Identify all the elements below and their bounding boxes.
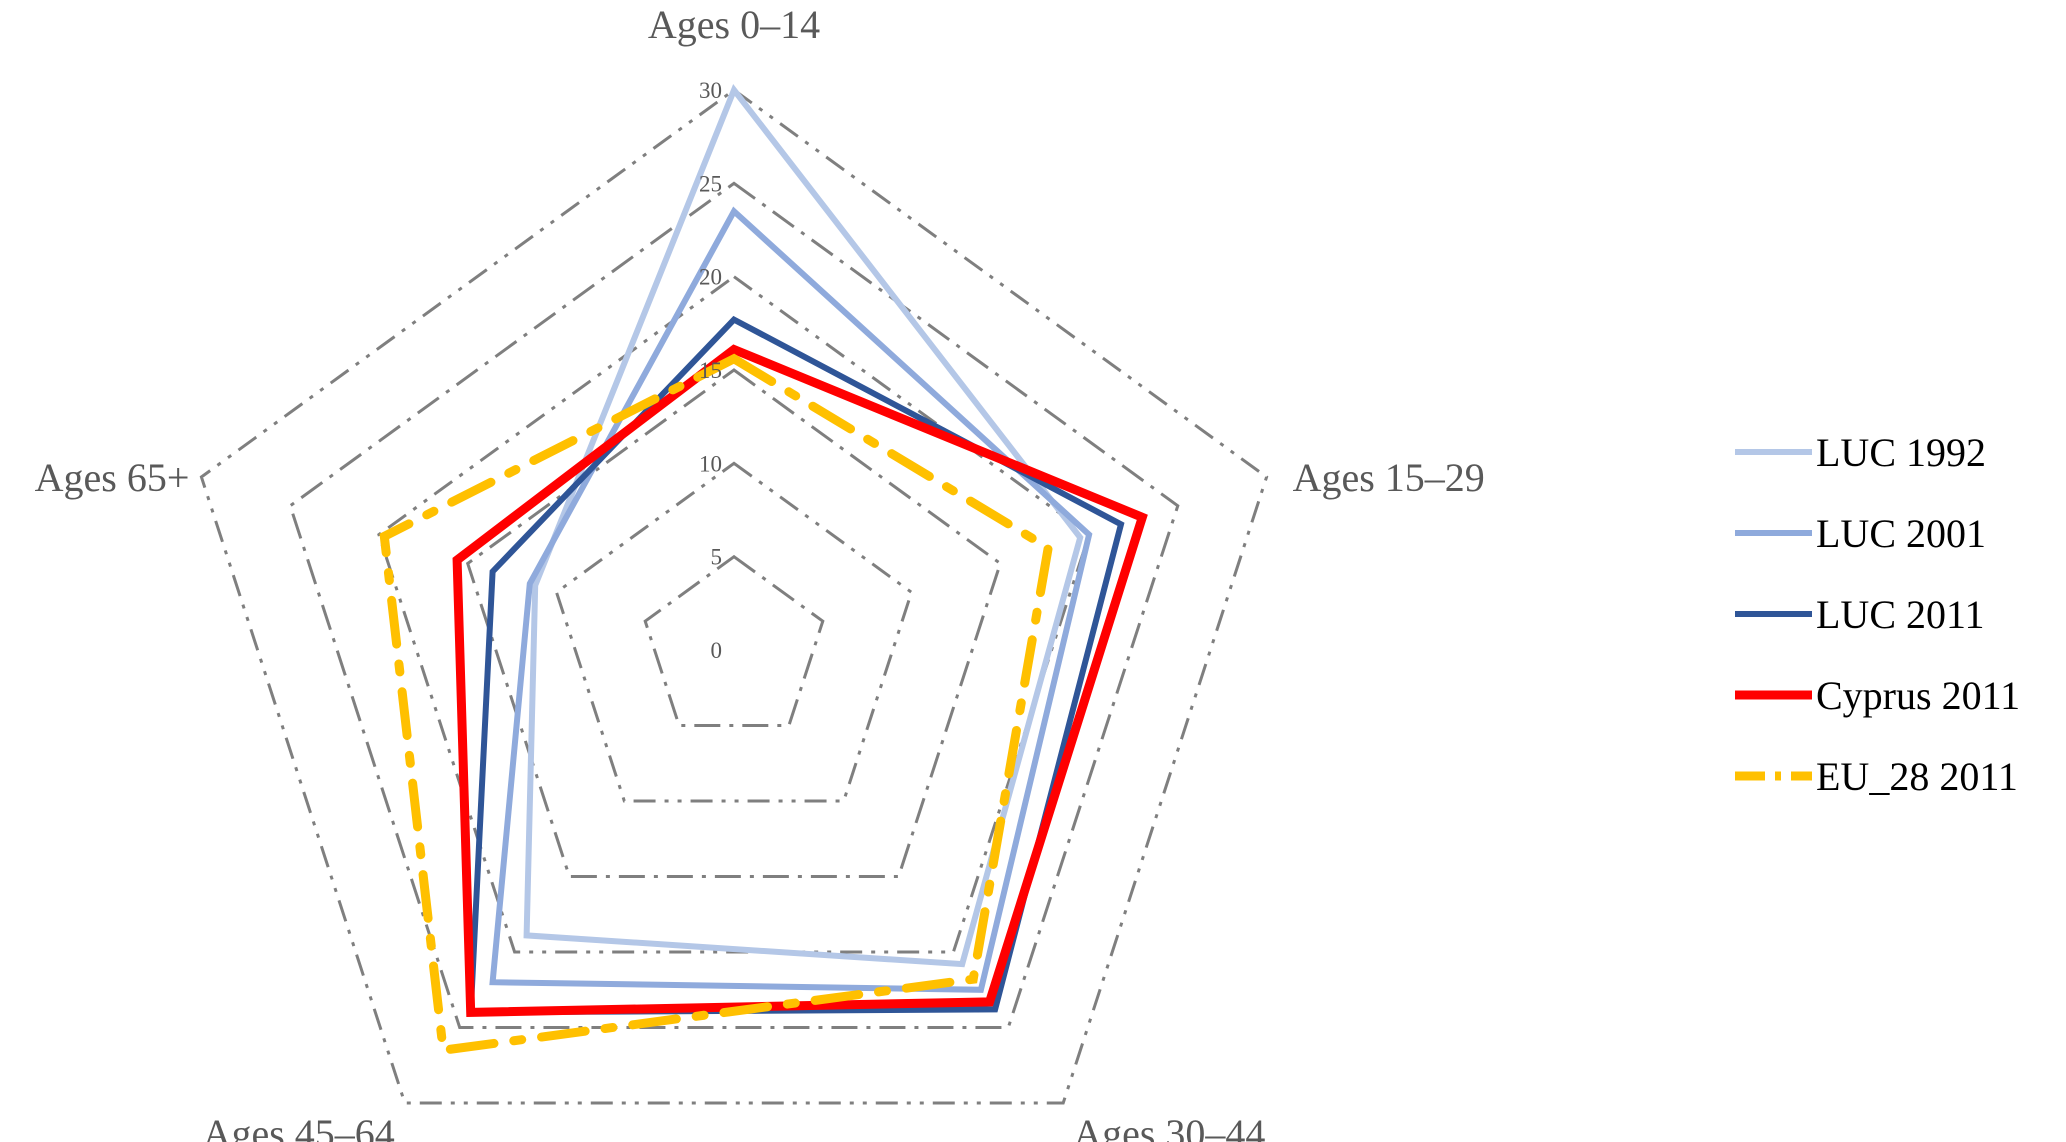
tick-label-5: 5 bbox=[711, 545, 723, 570]
legend-label-4: EU_28 2011 bbox=[1816, 754, 2018, 799]
axis-label-4: Ages 65+ bbox=[35, 455, 190, 500]
tick-label-0: 0 bbox=[711, 638, 723, 663]
series-line-3 bbox=[452, 344, 1148, 1017]
tick-labels: 0 5 10 15 20 25 30 bbox=[699, 78, 722, 663]
grid-ring-30 bbox=[199, 88, 1269, 1105]
axis-labels: Ages 0–14 Ages 15–29 Ages 30–44 Ages 45–64 A… bbox=[35, 2, 1485, 1142]
legend: LUC 1992 LUC 2001 LUC 2011 Cyprus 2011 EU_28… bbox=[1735, 430, 2020, 799]
series-line-0 bbox=[523, 84, 1084, 968]
axis-label-1: Ages 15–29 bbox=[1293, 455, 1485, 500]
tick-label-30: 30 bbox=[699, 78, 722, 103]
axis-label-0: Ages 0–14 bbox=[648, 2, 820, 47]
axis-label-2: Ages 30–44 bbox=[1073, 1111, 1265, 1142]
tick-label-15: 15 bbox=[699, 358, 722, 383]
series-lines bbox=[379, 84, 1148, 1056]
series-line-1 bbox=[489, 206, 1093, 993]
tick-label-20: 20 bbox=[699, 265, 722, 290]
grid-ring-15 bbox=[465, 368, 1003, 878]
legend-label-3: Cyprus 2011 bbox=[1816, 673, 2020, 718]
grid-ring-25 bbox=[288, 181, 1180, 1029]
tick-label-10: 10 bbox=[699, 451, 722, 476]
axis-label-3: Ages 45–64 bbox=[203, 1111, 395, 1142]
legend-label-0: LUC 1992 bbox=[1816, 430, 1986, 475]
tick-label-25: 25 bbox=[699, 171, 722, 196]
legend-label-2: LUC 2011 bbox=[1816, 592, 1985, 637]
legend-label-1: LUC 2001 bbox=[1816, 511, 1986, 556]
series-line-4 bbox=[379, 353, 1054, 1056]
grid-ring-5 bbox=[643, 554, 825, 727]
grid-ring-10 bbox=[554, 461, 914, 803]
